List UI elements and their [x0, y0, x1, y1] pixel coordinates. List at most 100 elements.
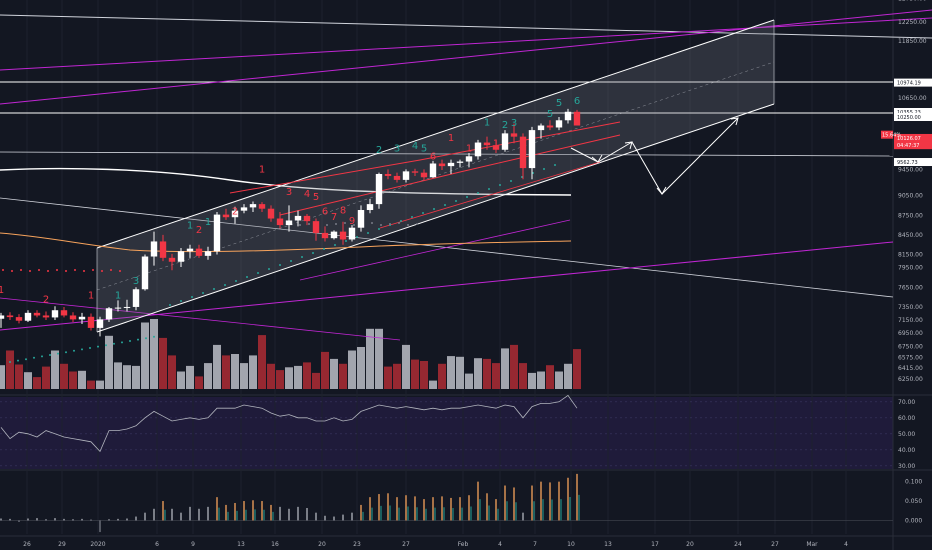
volume-bar [393, 363, 401, 389]
time-tick-label: 24 [734, 541, 742, 548]
candle-body [429, 163, 437, 178]
sar-dot [180, 300, 182, 302]
sar-dot [41, 355, 43, 358]
time-tick-label: 7 [533, 541, 537, 548]
candle [150, 231, 158, 266]
sequential-label: 3 [511, 118, 517, 129]
rsi-line [0, 394, 578, 453]
volume-bar [546, 365, 554, 389]
volume-bar [420, 361, 428, 389]
volume-bar [213, 344, 221, 389]
candle-body [492, 145, 500, 150]
price-tag-label: 10974.19 [897, 81, 921, 87]
candle-body [528, 130, 536, 169]
volume-bar [519, 363, 527, 389]
volume-bar [60, 363, 68, 389]
candle [96, 316, 104, 337]
price-tag-label: 9562.73 [897, 160, 918, 166]
volume-bar [501, 348, 509, 389]
candle-body [123, 306, 131, 308]
candle-body [330, 231, 338, 239]
candle [195, 244, 203, 258]
sar-dot [65, 351, 67, 354]
volume-bar [168, 355, 176, 389]
volume-bar [339, 363, 347, 389]
candle [312, 218, 320, 241]
sar-dot [20, 269, 22, 271]
volume-bar [141, 322, 149, 389]
sar-dot [213, 288, 215, 290]
volume-bar [573, 349, 581, 389]
volume-bar [312, 372, 320, 389]
price-tick-label: 10650.00 [898, 95, 927, 102]
sequential-label: 5 [421, 144, 427, 155]
candle [564, 108, 572, 124]
volume-bar [24, 372, 32, 389]
sar-dot [47, 270, 49, 272]
time-tick-label: Mar [806, 541, 818, 548]
candle [519, 133, 527, 180]
sar-dot [9, 361, 11, 363]
sar-dot [2, 269, 4, 271]
osc-tick-label: 0.000 [905, 517, 922, 524]
candle [555, 117, 563, 131]
time-tick-label: 20 [318, 541, 326, 548]
volume-bar [276, 370, 284, 389]
candle-body [96, 319, 104, 328]
candle-body [546, 125, 554, 128]
sar-dot [433, 208, 435, 210]
sequential-label: 1 [187, 220, 193, 231]
candle-body [159, 241, 167, 258]
candle [474, 139, 482, 160]
candle [42, 311, 50, 321]
candle-body [186, 248, 194, 252]
candle [366, 198, 374, 214]
volume-bar [330, 358, 338, 389]
candle [24, 310, 32, 323]
price-axis[interactable]: 12750.00 12250.00 11850.00 10974.19 10650.00… [881, 0, 932, 524]
volume-bar [285, 367, 293, 389]
rsi-tick-label: 70.00 [898, 399, 915, 406]
candle [249, 201, 257, 212]
volume-bar [483, 358, 491, 389]
moving-average-white [0, 167, 572, 196]
time-tick-label: 27 [402, 541, 410, 548]
trendline [0, 241, 894, 331]
candle-body [78, 316, 86, 320]
sar-dot [543, 168, 545, 170]
time-tick-label: 17 [651, 541, 659, 548]
volume-bar [258, 335, 266, 389]
volume-bar [51, 350, 59, 389]
sequential-label: 5 [547, 109, 553, 120]
candle-body [357, 210, 365, 228]
candle [78, 312, 86, 324]
sar-dot [137, 338, 139, 341]
sequential-label: 2 [502, 120, 508, 131]
sar-dot [73, 349, 75, 352]
red-trendline [379, 161, 601, 229]
sar-dot [38, 269, 40, 271]
sar-dot [49, 354, 51, 356]
candle-body [510, 133, 518, 137]
candle-body [555, 120, 563, 128]
candle [429, 160, 437, 178]
time-tick-label: 4 [498, 541, 502, 548]
candle [141, 254, 149, 291]
sequential-label: 6 [574, 96, 580, 107]
current-price-tag [881, 130, 893, 139]
volume-bar [384, 366, 392, 389]
time-axis[interactable]: 26 29 2020 6 9 13 16 20 23 27 Feb 4 7 10 13 17 20 24 27 Mar… [23, 541, 848, 548]
candle-body [573, 111, 581, 126]
sar-dot [121, 341, 123, 344]
volume-bar [249, 355, 257, 389]
volume-bar [456, 356, 464, 389]
candle-body [348, 227, 356, 240]
channel-upper [96, 19, 775, 249]
price-tick-label: 6575.00 [898, 355, 923, 362]
sar-dot [380, 224, 382, 226]
candle [69, 312, 77, 323]
sequential-label: 8 [340, 205, 346, 216]
candle [222, 208, 230, 220]
